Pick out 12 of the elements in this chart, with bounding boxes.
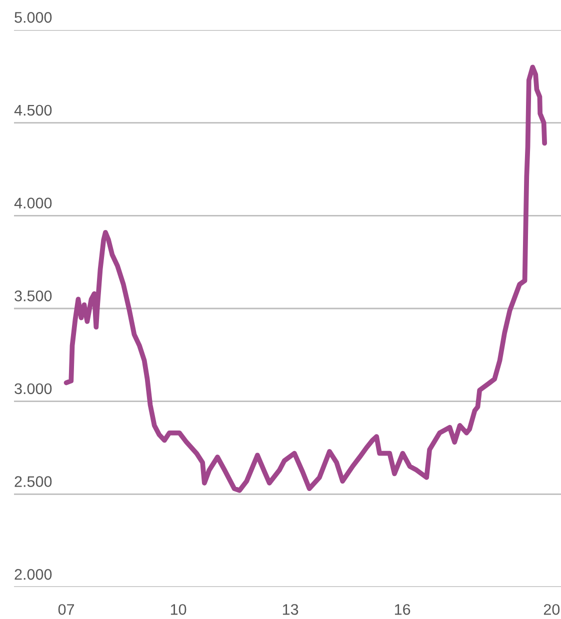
x-tick-label: 16 bbox=[394, 604, 410, 615]
y-tick-label: 2.000 bbox=[14, 568, 52, 580]
y-tick-label: 4.500 bbox=[14, 104, 52, 116]
y-tick-label: 2.500 bbox=[14, 476, 52, 487]
x-tick-label: 07 bbox=[58, 604, 74, 615]
y-tick-label: 5.000 bbox=[14, 12, 52, 23]
y-tick-label: 3.500 bbox=[14, 290, 52, 302]
x-tick-label: 13 bbox=[282, 604, 298, 615]
x-tick-label: 20 bbox=[544, 604, 560, 615]
x-tick-label: 10 bbox=[170, 604, 186, 615]
y-tick-label: 4.000 bbox=[14, 198, 52, 208]
y-tick-label: 3.000 bbox=[14, 383, 52, 394]
